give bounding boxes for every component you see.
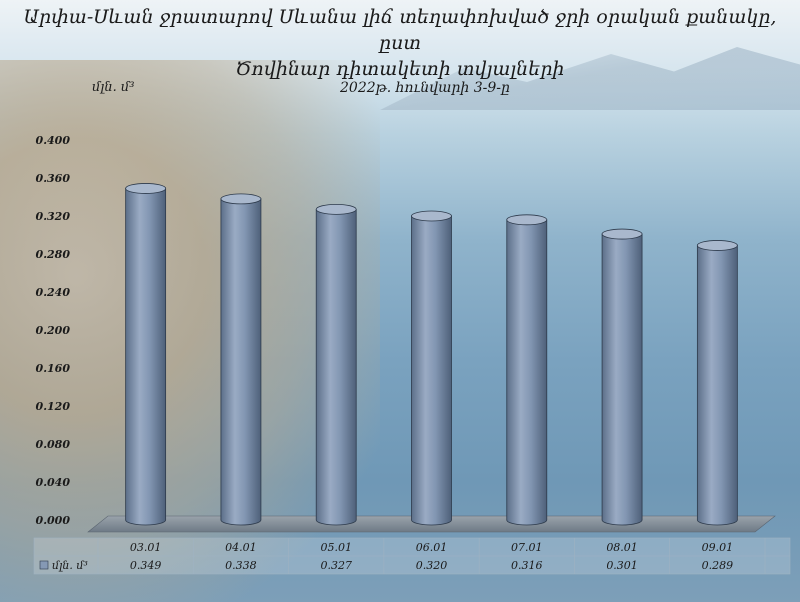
x-tick-label: 08.01 <box>606 541 638 554</box>
chart-title-line-2: Ծովինար դիտակետի տվյալների <box>235 58 565 80</box>
x-tick-label: 07.01 <box>511 541 543 554</box>
bar <box>696 240 738 526</box>
x-tick-label: 03.01 <box>130 541 162 554</box>
x-tick-label: 06.01 <box>416 541 448 554</box>
bar-top <box>315 203 357 215</box>
bar <box>220 193 262 526</box>
data-value-label: 0.320 <box>416 559 448 572</box>
legend-swatch <box>39 560 49 570</box>
bars <box>125 183 738 526</box>
legend-label: մլն. մ³ <box>52 559 88 572</box>
bar-body <box>696 245 738 526</box>
y-tick-label: 0.000 <box>36 514 71 527</box>
data-value-label: 0.349 <box>130 559 162 572</box>
x-tick-label: 04.01 <box>225 541 257 554</box>
y-axis: 0.000 0.040 0.080 0.120 0.160 0.200 0.240 0.280… <box>36 134 71 527</box>
y-tick-label: 0.280 <box>36 248 71 261</box>
data-value-label: 0.289 <box>702 559 734 572</box>
bar <box>411 210 452 526</box>
y-tick-label: 0.200 <box>36 324 71 337</box>
x-tick-label: 09.01 <box>702 541 734 554</box>
bar-body <box>125 188 167 526</box>
y-tick-label: 0.360 <box>36 172 71 185</box>
bar-top <box>601 228 643 240</box>
bar-top <box>696 240 738 251</box>
bar-body <box>220 198 262 526</box>
y-tick-label: 0.160 <box>36 362 71 375</box>
chart-title-line-1: Արփա-Սևան ջրատարով Սևանա լիճ տեղափոխված … <box>23 6 777 54</box>
y-axis-unit: մլն. մ³ <box>92 80 135 95</box>
bar <box>601 228 643 526</box>
data-table: մլն. մ³ 03.01 0.349 04.01 0.338 05.01 0.327 06.… <box>33 537 791 575</box>
data-value-label: 0.327 <box>320 559 352 572</box>
chart-title: Արփա-Սևան ջրատարով Սևանա լիճ տեղափոխված … <box>0 4 800 82</box>
bar-top <box>411 210 452 222</box>
bar-body <box>411 215 452 526</box>
y-tick-label: 0.240 <box>36 286 71 299</box>
bar <box>125 183 167 526</box>
data-value-label: 0.338 <box>225 559 257 572</box>
chart-subtitle: 2022թ. հունվարի 3-9-ը <box>340 80 510 96</box>
bar-top <box>220 193 262 205</box>
bar <box>315 203 357 526</box>
y-tick-label: 0.120 <box>36 400 71 413</box>
bar-body <box>601 233 643 526</box>
bar-body <box>506 219 548 526</box>
x-tick-label: 05.01 <box>320 541 352 554</box>
data-value-label: 0.316 <box>511 559 543 572</box>
bar-top <box>125 183 167 194</box>
bar-body <box>315 208 357 526</box>
y-tick-label: 0.320 <box>36 210 71 223</box>
y-tick-label: 0.080 <box>36 438 71 451</box>
bar-top <box>506 214 548 226</box>
data-value-label: 0.301 <box>606 559 638 572</box>
y-tick-label: 0.040 <box>36 476 71 489</box>
bar <box>506 214 548 526</box>
y-tick-label: 0.400 <box>36 134 71 147</box>
